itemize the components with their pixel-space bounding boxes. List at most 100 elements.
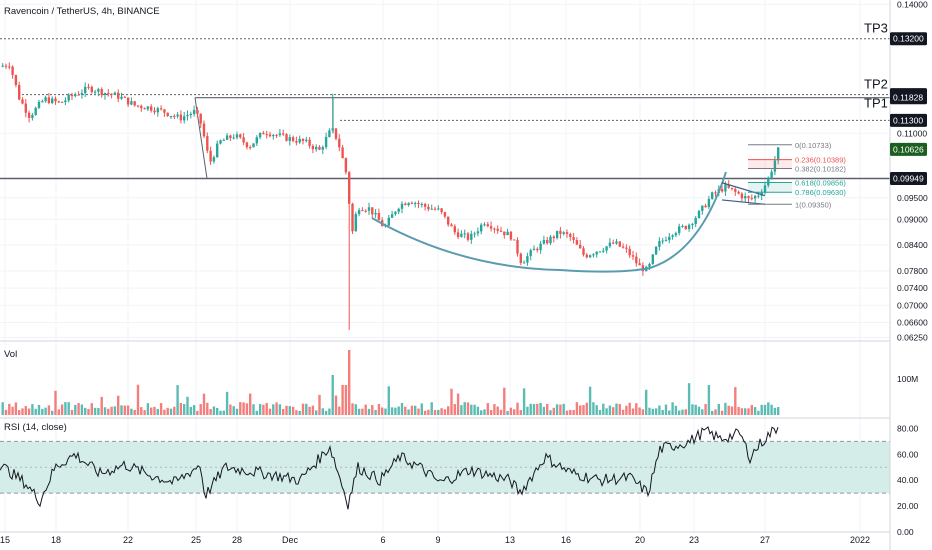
- candle-up: [331, 128, 334, 131]
- candle-down: [585, 254, 588, 258]
- fib-level-label: 0.618(0.09856): [795, 178, 846, 187]
- time-tick-label: 25: [191, 535, 201, 545]
- volume-bar: [404, 406, 407, 415]
- candle-up: [34, 107, 37, 115]
- candle-up: [80, 93, 84, 95]
- candle-up: [648, 263, 651, 267]
- volume-bar: [60, 404, 64, 415]
- volume-bar: [430, 402, 433, 415]
- candle-down: [440, 208, 443, 213]
- volume-bar: [301, 403, 305, 415]
- volume-bar: [549, 410, 552, 415]
- volume-bar: [110, 406, 113, 415]
- candle-up: [757, 195, 760, 197]
- volume-bar: [727, 405, 730, 415]
- candle-down: [579, 244, 582, 249]
- volume-bar: [555, 404, 559, 415]
- candle-up: [176, 114, 179, 117]
- symbol-title[interactable]: Ravencoin / TetherUS, 4h, BINANCE: [4, 6, 160, 17]
- candle-up: [51, 98, 54, 104]
- volume-bar: [258, 404, 262, 415]
- volume-bar: [11, 406, 14, 415]
- price-tick-label: 0.07400: [897, 283, 928, 293]
- time-tick-label: 27: [760, 535, 770, 545]
- candle-up: [252, 143, 255, 148]
- time-tick-label: Dec: [282, 535, 299, 545]
- candle-down: [206, 136, 209, 151]
- rsi-tick-label: 60.00: [897, 449, 919, 459]
- volume-bar: [305, 403, 308, 415]
- volume-bar: [100, 396, 103, 415]
- volume-bar: [21, 408, 24, 415]
- candle-down: [100, 89, 103, 96]
- volume-bar: [532, 404, 536, 415]
- volume-bar: [318, 394, 321, 415]
- target-label-tp1: TP1: [864, 96, 888, 111]
- volume-bar: [364, 404, 367, 415]
- volume-bar: [437, 409, 440, 415]
- price-tick-label: 0.09500: [897, 193, 928, 203]
- volume-bar: [562, 403, 565, 415]
- time-tick-label: 9: [435, 535, 440, 545]
- price-tag: [890, 32, 927, 46]
- candle-up: [777, 147, 780, 161]
- price-tick-label: 0.06250: [897, 333, 928, 343]
- volume-bar: [552, 407, 555, 415]
- volume-bar: [1, 402, 4, 415]
- volume-bar: [595, 405, 598, 415]
- volume-bar: [681, 409, 684, 415]
- candle-up: [671, 235, 674, 237]
- candle-up: [694, 217, 697, 224]
- price-tag-label: 0.11300: [893, 115, 923, 125]
- candle-down: [516, 239, 519, 254]
- flag-lower-line: [721, 199, 766, 205]
- volume-bar: [486, 403, 489, 415]
- candle-down: [450, 224, 453, 227]
- candle-up: [186, 115, 189, 117]
- candle-up: [130, 101, 133, 105]
- volume-bar: [691, 404, 694, 415]
- volume-bar: [381, 407, 384, 415]
- candle-up: [357, 210, 361, 215]
- candle-up: [328, 130, 331, 138]
- candle-down: [338, 138, 341, 148]
- rsi-band: [0, 440, 890, 494]
- candle-down: [268, 134, 272, 137]
- candle-down: [262, 132, 265, 135]
- volume-bar: [450, 388, 453, 415]
- candle-down: [433, 208, 437, 210]
- rsi-tick-label: 20.00: [897, 501, 919, 511]
- volume-bar: [206, 402, 209, 415]
- candle-up: [93, 91, 97, 93]
- candle-down: [123, 96, 126, 98]
- time-tick-label: 23: [689, 535, 699, 545]
- volume-bar: [202, 393, 206, 415]
- volume-bar: [612, 407, 615, 415]
- candle-down: [740, 193, 744, 199]
- candle-up: [387, 217, 390, 226]
- volume-bar: [777, 407, 780, 415]
- candle-down: [684, 225, 687, 230]
- candle-up: [724, 184, 727, 192]
- volume-bar: [635, 403, 638, 415]
- volume-bar: [579, 405, 582, 415]
- candle-up: [460, 233, 463, 238]
- volume-bar: [57, 409, 60, 415]
- volume-bar: [54, 390, 57, 415]
- volume-bar: [179, 402, 183, 415]
- volume-bar: [598, 410, 602, 415]
- candle-down: [11, 66, 14, 76]
- volume-bar: [694, 404, 697, 415]
- candle-down: [747, 196, 750, 199]
- volume-bar: [344, 385, 348, 415]
- candle-down: [519, 253, 522, 263]
- volume-bar: [216, 407, 219, 415]
- volume-bar: [463, 402, 466, 415]
- volume-bar: [628, 402, 631, 415]
- price-tick-label: 0.09000: [897, 214, 928, 224]
- candle-down: [447, 216, 450, 225]
- fib-level-label: 0.382(0.10182): [795, 164, 846, 173]
- candle-up: [315, 146, 318, 150]
- candle-down: [87, 86, 90, 88]
